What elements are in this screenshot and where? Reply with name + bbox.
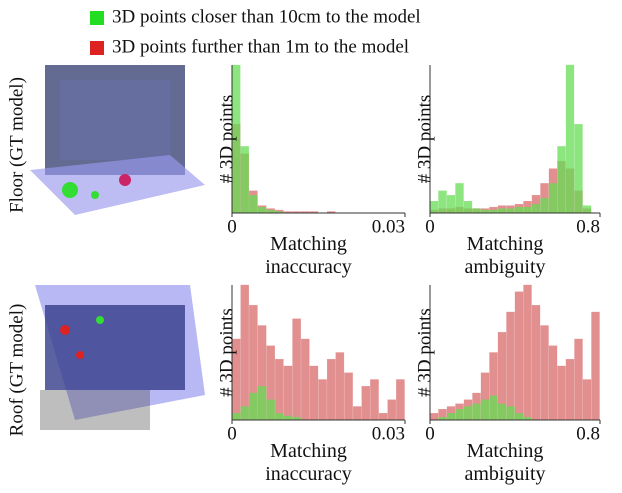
histogram-bar xyxy=(558,146,566,213)
histogram-bar xyxy=(362,386,370,420)
histogram-bar xyxy=(241,407,249,421)
histogram-bar xyxy=(336,353,344,421)
histogram-bar xyxy=(515,207,523,213)
y-axis-label: # 3D points xyxy=(414,95,435,184)
histogram-bar xyxy=(456,183,464,213)
histogram-bar xyxy=(249,195,257,213)
histogram-bar xyxy=(541,326,549,421)
legend-label: 3D points closer than 10cm to the model xyxy=(112,6,421,27)
histogram-bar xyxy=(507,407,515,421)
histogram-bar xyxy=(541,198,549,213)
histogram-bar xyxy=(592,312,600,420)
histogram-bar xyxy=(275,359,283,420)
histogram-bar xyxy=(583,206,591,213)
histogram-bar xyxy=(549,183,557,213)
histogram-bar xyxy=(473,404,481,420)
x-tick-label: 0 xyxy=(227,423,237,444)
histogram-bar xyxy=(241,285,249,420)
histogram-bar xyxy=(515,292,523,420)
row-label: Roof (GT model) xyxy=(6,304,27,437)
histogram-bar xyxy=(319,380,327,421)
histogram-bar xyxy=(583,380,591,421)
x-axis-label: Matching inaccuracy xyxy=(239,440,379,486)
histogram-bar xyxy=(258,386,266,420)
x-axis-label: Matching inaccuracy xyxy=(239,233,379,279)
x-tick-label: 0.8 xyxy=(576,423,600,444)
histogram-bar xyxy=(284,366,292,420)
x-tick-label: 0 xyxy=(425,216,435,237)
histogram-bar xyxy=(310,366,318,420)
histogram-bar xyxy=(344,373,352,420)
histogram-bar xyxy=(549,346,557,420)
row-label: Floor (GT model) xyxy=(6,77,27,213)
histogram-bar xyxy=(473,209,481,213)
x-tick-label: 0.8 xyxy=(576,216,600,237)
x-axis-label: Matching ambiguity xyxy=(435,440,575,486)
floor-model-image xyxy=(30,65,205,215)
histogram-bar xyxy=(396,380,404,421)
histogram-bar xyxy=(232,413,240,420)
legend-label: 3D points further than 1m to the model xyxy=(112,36,409,57)
histogram-bar xyxy=(507,209,515,213)
histogram-bar xyxy=(490,396,498,420)
histogram-bar xyxy=(439,191,447,213)
histogram-bar xyxy=(507,312,515,420)
histogram-bar xyxy=(388,400,396,420)
histogram-bar xyxy=(558,366,566,420)
histogram-bar xyxy=(430,413,438,420)
roof-model-image xyxy=(35,285,205,430)
histogram-bar xyxy=(327,359,335,420)
histogram-bar xyxy=(566,359,574,420)
histogram-bar xyxy=(258,207,266,213)
histogram-bar xyxy=(249,393,257,420)
histogram-bar xyxy=(370,380,378,421)
histogram-bar xyxy=(498,404,506,420)
histogram-bar xyxy=(301,339,309,420)
x-tick-label: 0 xyxy=(425,423,435,444)
histogram-bar xyxy=(524,207,532,213)
histogram-bar xyxy=(524,285,532,420)
histogram-bar xyxy=(515,413,523,420)
histogram-bar xyxy=(464,407,472,421)
histogram-bar xyxy=(430,201,438,213)
histogram-bar xyxy=(532,305,540,420)
histogram-bar xyxy=(275,413,283,420)
histogram-bar xyxy=(379,413,387,420)
histogram-bar xyxy=(532,204,540,213)
x-axis-label: Matching ambiguity xyxy=(435,233,575,279)
histogram-bar xyxy=(498,209,506,213)
histogram-bar xyxy=(481,400,489,420)
histogram-bar xyxy=(566,65,574,213)
histogram-bar xyxy=(447,413,455,420)
histogram-bar xyxy=(353,407,361,421)
histogram-bar xyxy=(293,319,301,420)
histogram-bar xyxy=(241,146,249,213)
histogram-bar xyxy=(267,400,275,420)
histogram-bar xyxy=(575,124,583,213)
histogram-bar xyxy=(575,339,583,420)
x-tick-label: 0 xyxy=(227,216,237,237)
histogram-bar xyxy=(464,201,472,213)
legend-swatch xyxy=(90,11,104,25)
histogram-bar xyxy=(447,195,455,213)
histogram-bar xyxy=(284,416,292,420)
page: {"legend": [{"name": "3D points closer t… xyxy=(0,0,622,493)
legend-swatch xyxy=(90,41,104,55)
y-axis-label: # 3D points xyxy=(216,308,237,397)
y-axis-label: # 3D points xyxy=(216,95,237,184)
y-axis-label: # 3D points xyxy=(414,308,435,397)
histogram-bar xyxy=(456,409,464,420)
